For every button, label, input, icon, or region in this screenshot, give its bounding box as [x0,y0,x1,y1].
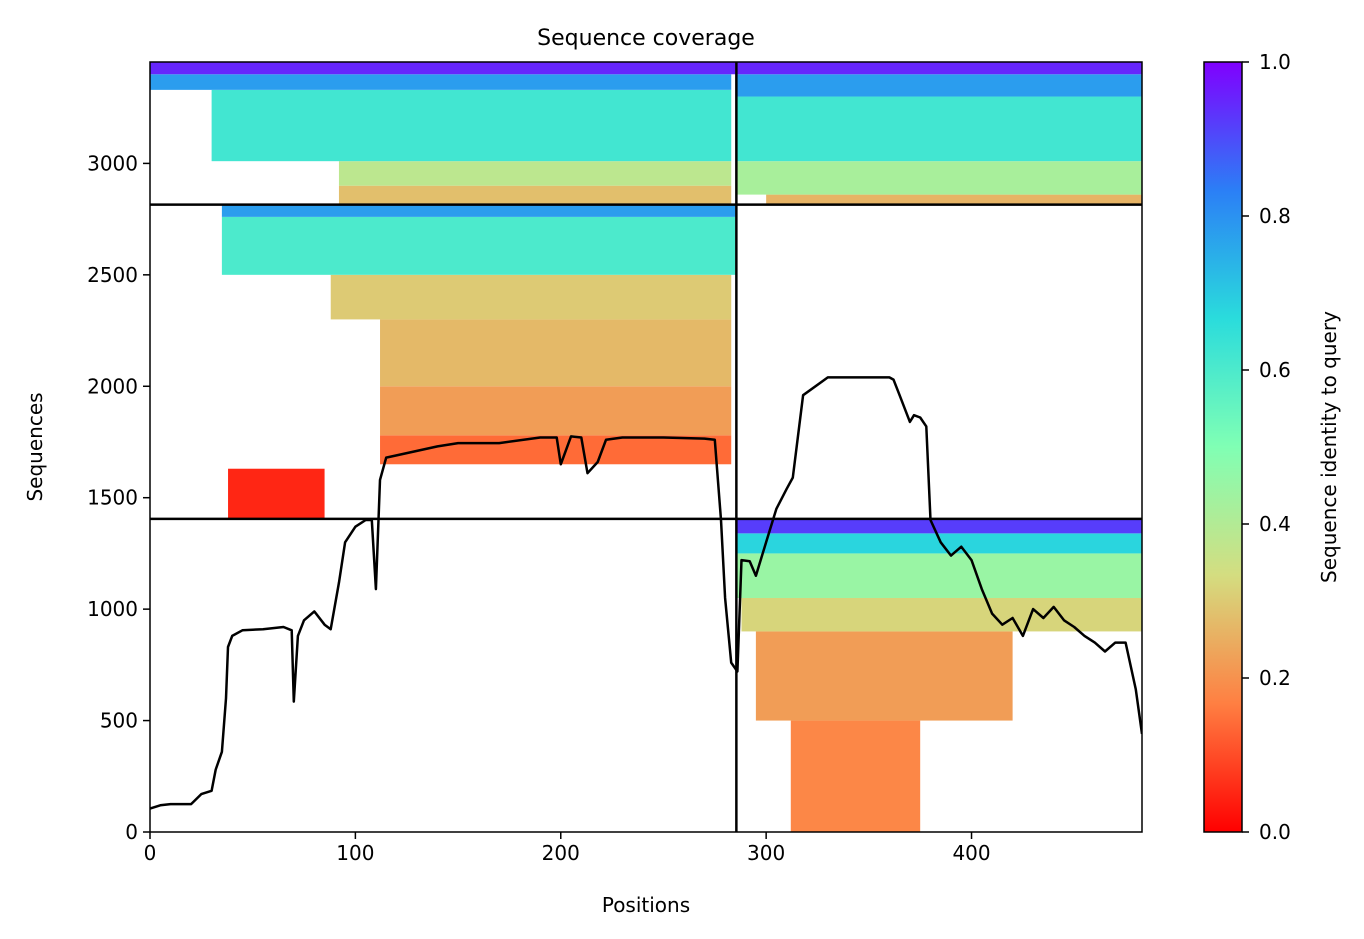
colorbar-tick-label: 0.4 [1259,512,1291,536]
heatmap-band-1-4 [737,62,1142,75]
x-tick-label: 400 [952,841,990,865]
y-tick-label: 1500 [87,486,138,510]
heatmap-band-3-1 [755,631,1013,721]
colorbar-tick-label: 0.0 [1259,820,1291,844]
heatmap-band-3-2 [741,597,1142,632]
y-tick-label: 3000 [87,151,138,175]
x-tick-label: 300 [747,841,785,865]
heatmap-band-2-2 [380,386,732,436]
heatmap-band-0-4 [150,62,736,75]
coverage-line [150,376,1142,810]
heatmap-band-1-1 [737,161,1142,195]
y-axis-label: Sequences [23,392,47,501]
colorbar-tick-label: 0.8 [1259,204,1291,228]
chart-title: Sequence coverage [537,26,755,51]
y-tick-label: 2500 [87,263,138,287]
heatmap-band-2-0 [228,468,325,519]
heatmap-band-3-0 [790,720,921,832]
heatmap-band-1-3 [737,74,1142,97]
colorbar-label: Sequence identity to query [1317,311,1341,583]
x-tick-label: 200 [542,841,580,865]
y-tick-label: 1000 [87,597,138,621]
x-tick-label: 100 [336,841,374,865]
heatmap-band-1-0 [766,194,1142,205]
heatmap-band-2-6 [221,204,736,217]
coverage-line-layer [150,376,1142,810]
heatmap-band-0-3 [150,74,732,90]
heatmap-band-1-2 [737,96,1142,162]
heatmap-band-3-3 [737,553,1142,598]
y-tick-label: 500 [100,709,138,733]
dividers [150,62,1142,832]
colorbar-tick-label: 0.2 [1259,666,1291,690]
colorbar [1203,61,1243,833]
heatmap-band-0-0 [338,185,732,205]
colorbar-tick-label: 0.6 [1259,358,1291,382]
colorbar-tick-label: 1.0 [1259,50,1291,74]
x-axis-ticks: 0 100 200 300 400 [144,832,991,865]
heatmap-band-3-4 [737,533,1142,554]
heatmap-band-2-1 [380,435,732,465]
heatmap-band-2-5 [221,216,736,275]
y-axis-ticks: 0 500 1000 1500 2000 2500 3000 [87,151,150,844]
heatmap-band-2-4 [330,274,732,320]
heatmap-band-0-2 [211,89,732,162]
plot-frame [149,61,1143,833]
heatmap-band-3-5 [737,518,1142,534]
heatmap-band-2-3 [380,319,732,387]
heatmap-band-0-1 [338,161,732,186]
y-tick-label: 2000 [87,374,138,398]
heatmap [150,62,1142,832]
x-tick-label: 0 [144,841,157,865]
y-tick-label: 0 [125,820,138,844]
x-axis-label: Positions [602,893,690,917]
colorbar-ticks: 0.0 0.2 0.4 0.6 0.8 1.0 [1242,50,1291,844]
